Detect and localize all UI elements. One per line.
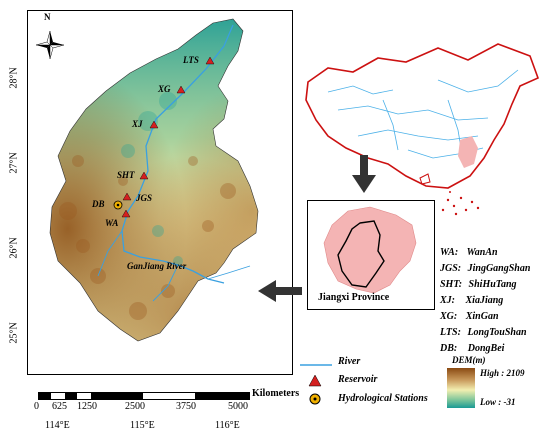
label-db: DB <box>92 199 105 209</box>
label-lts: LTS <box>183 55 199 65</box>
y-tick-27n: 27°N <box>8 152 20 174</box>
abbrev-xj: XJ: XiaJiang <box>440 295 504 306</box>
ganjiang-river <box>121 24 234 284</box>
label-jgs: JGS <box>136 193 153 203</box>
x-tick-115e: 115°E <box>130 420 155 431</box>
legend-river-icon <box>300 364 332 366</box>
legend-station-icon <box>309 393 321 405</box>
reservoir-marker-sht <box>139 171 149 180</box>
main-map-frame <box>27 10 293 375</box>
dem-colorbar <box>447 368 475 408</box>
arrow-left-icon <box>258 280 302 302</box>
legend-station-label: Hydrological Stations <box>338 393 428 404</box>
jiangxi-inset-frame <box>307 200 435 310</box>
dem-low-label: Low : -31 <box>480 397 516 407</box>
scale-bar <box>38 392 250 400</box>
basin-outline <box>49 18 259 342</box>
label-xj: XJ <box>132 119 143 129</box>
scale-tick-1250: 1250 <box>77 401 97 412</box>
y-tick-26n: 26°N <box>8 237 20 259</box>
dem-high-label: High : 2109 <box>480 368 525 378</box>
china-rivers <box>327 69 519 161</box>
legend-reservoir-label: Reservoir <box>338 374 378 385</box>
ganjiang-basin-outline <box>337 220 385 288</box>
scale-tick-625: 625 <box>52 401 67 412</box>
abbrev-db: DB: DongBei <box>440 343 505 354</box>
scale-tick-2500: 2500 <box>125 401 145 412</box>
south-sea-islands <box>419 173 480 216</box>
label-xg: XG <box>158 84 171 94</box>
y-tick-25n: 25°N <box>8 322 20 344</box>
scale-tick-5000: 5000 <box>228 401 248 412</box>
abbrev-xg: XG: XinGan <box>440 311 499 322</box>
jiangxi-province-label: Jiangxi Province <box>318 292 390 303</box>
x-tick-114e: 114°E <box>45 420 70 431</box>
label-wa: WA <box>105 218 119 228</box>
legend-river-label: River <box>338 356 361 367</box>
legend-reservoir-icon <box>308 374 322 387</box>
china-outline <box>305 43 540 189</box>
abbrev-wa: WA: WanAn <box>440 247 498 258</box>
abbrev-lts: LTS: LongTouShan <box>440 327 527 338</box>
reservoir-marker-xg <box>176 85 186 94</box>
basin-dem-fill <box>50 19 258 341</box>
arrow-down-icon <box>352 155 376 193</box>
reservoir-marker-jgs <box>122 192 132 201</box>
abbrev-sht: SHT: ShiHuTang <box>440 279 517 290</box>
river-name-label: GanJiang River <box>127 261 187 271</box>
reservoir-marker-xj <box>149 120 159 129</box>
abbrev-jgs: JGS: JingGangShan <box>440 263 531 274</box>
north-label: N <box>44 12 51 22</box>
y-tick-28n: 28°N <box>8 67 20 89</box>
dem-map <box>35 18 259 342</box>
scale-tick-0: 0 <box>34 401 39 412</box>
north-arrow-icon <box>35 30 65 60</box>
reservoir-marker-lts <box>205 56 215 65</box>
jiangxi-in-china <box>458 136 478 168</box>
scale-tick-3750: 3750 <box>176 401 196 412</box>
river-tributary <box>97 230 251 302</box>
label-sht: SHT <box>117 170 135 180</box>
reservoir-marker-wa <box>121 209 131 218</box>
dem-legend-title: DEM(m) <box>452 355 486 365</box>
jiangxi-inset-map <box>323 206 417 294</box>
scale-unit: Kilometers <box>252 388 300 399</box>
x-tick-116e: 116°E <box>215 420 240 431</box>
china-overview-map <box>305 43 540 216</box>
